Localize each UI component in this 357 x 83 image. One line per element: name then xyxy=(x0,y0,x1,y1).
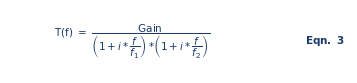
Text: $\mathbf{Eqn.\ 3}$: $\mathbf{Eqn.\ 3}$ xyxy=(305,35,345,48)
Text: $\mathrm{T(f)}\ =\ \dfrac{\mathrm{Gain}}{\left(1+i*\dfrac{f}{f_{1}}\right)*\!\le: $\mathrm{T(f)}\ =\ \dfrac{\mathrm{Gain}}… xyxy=(54,22,210,61)
